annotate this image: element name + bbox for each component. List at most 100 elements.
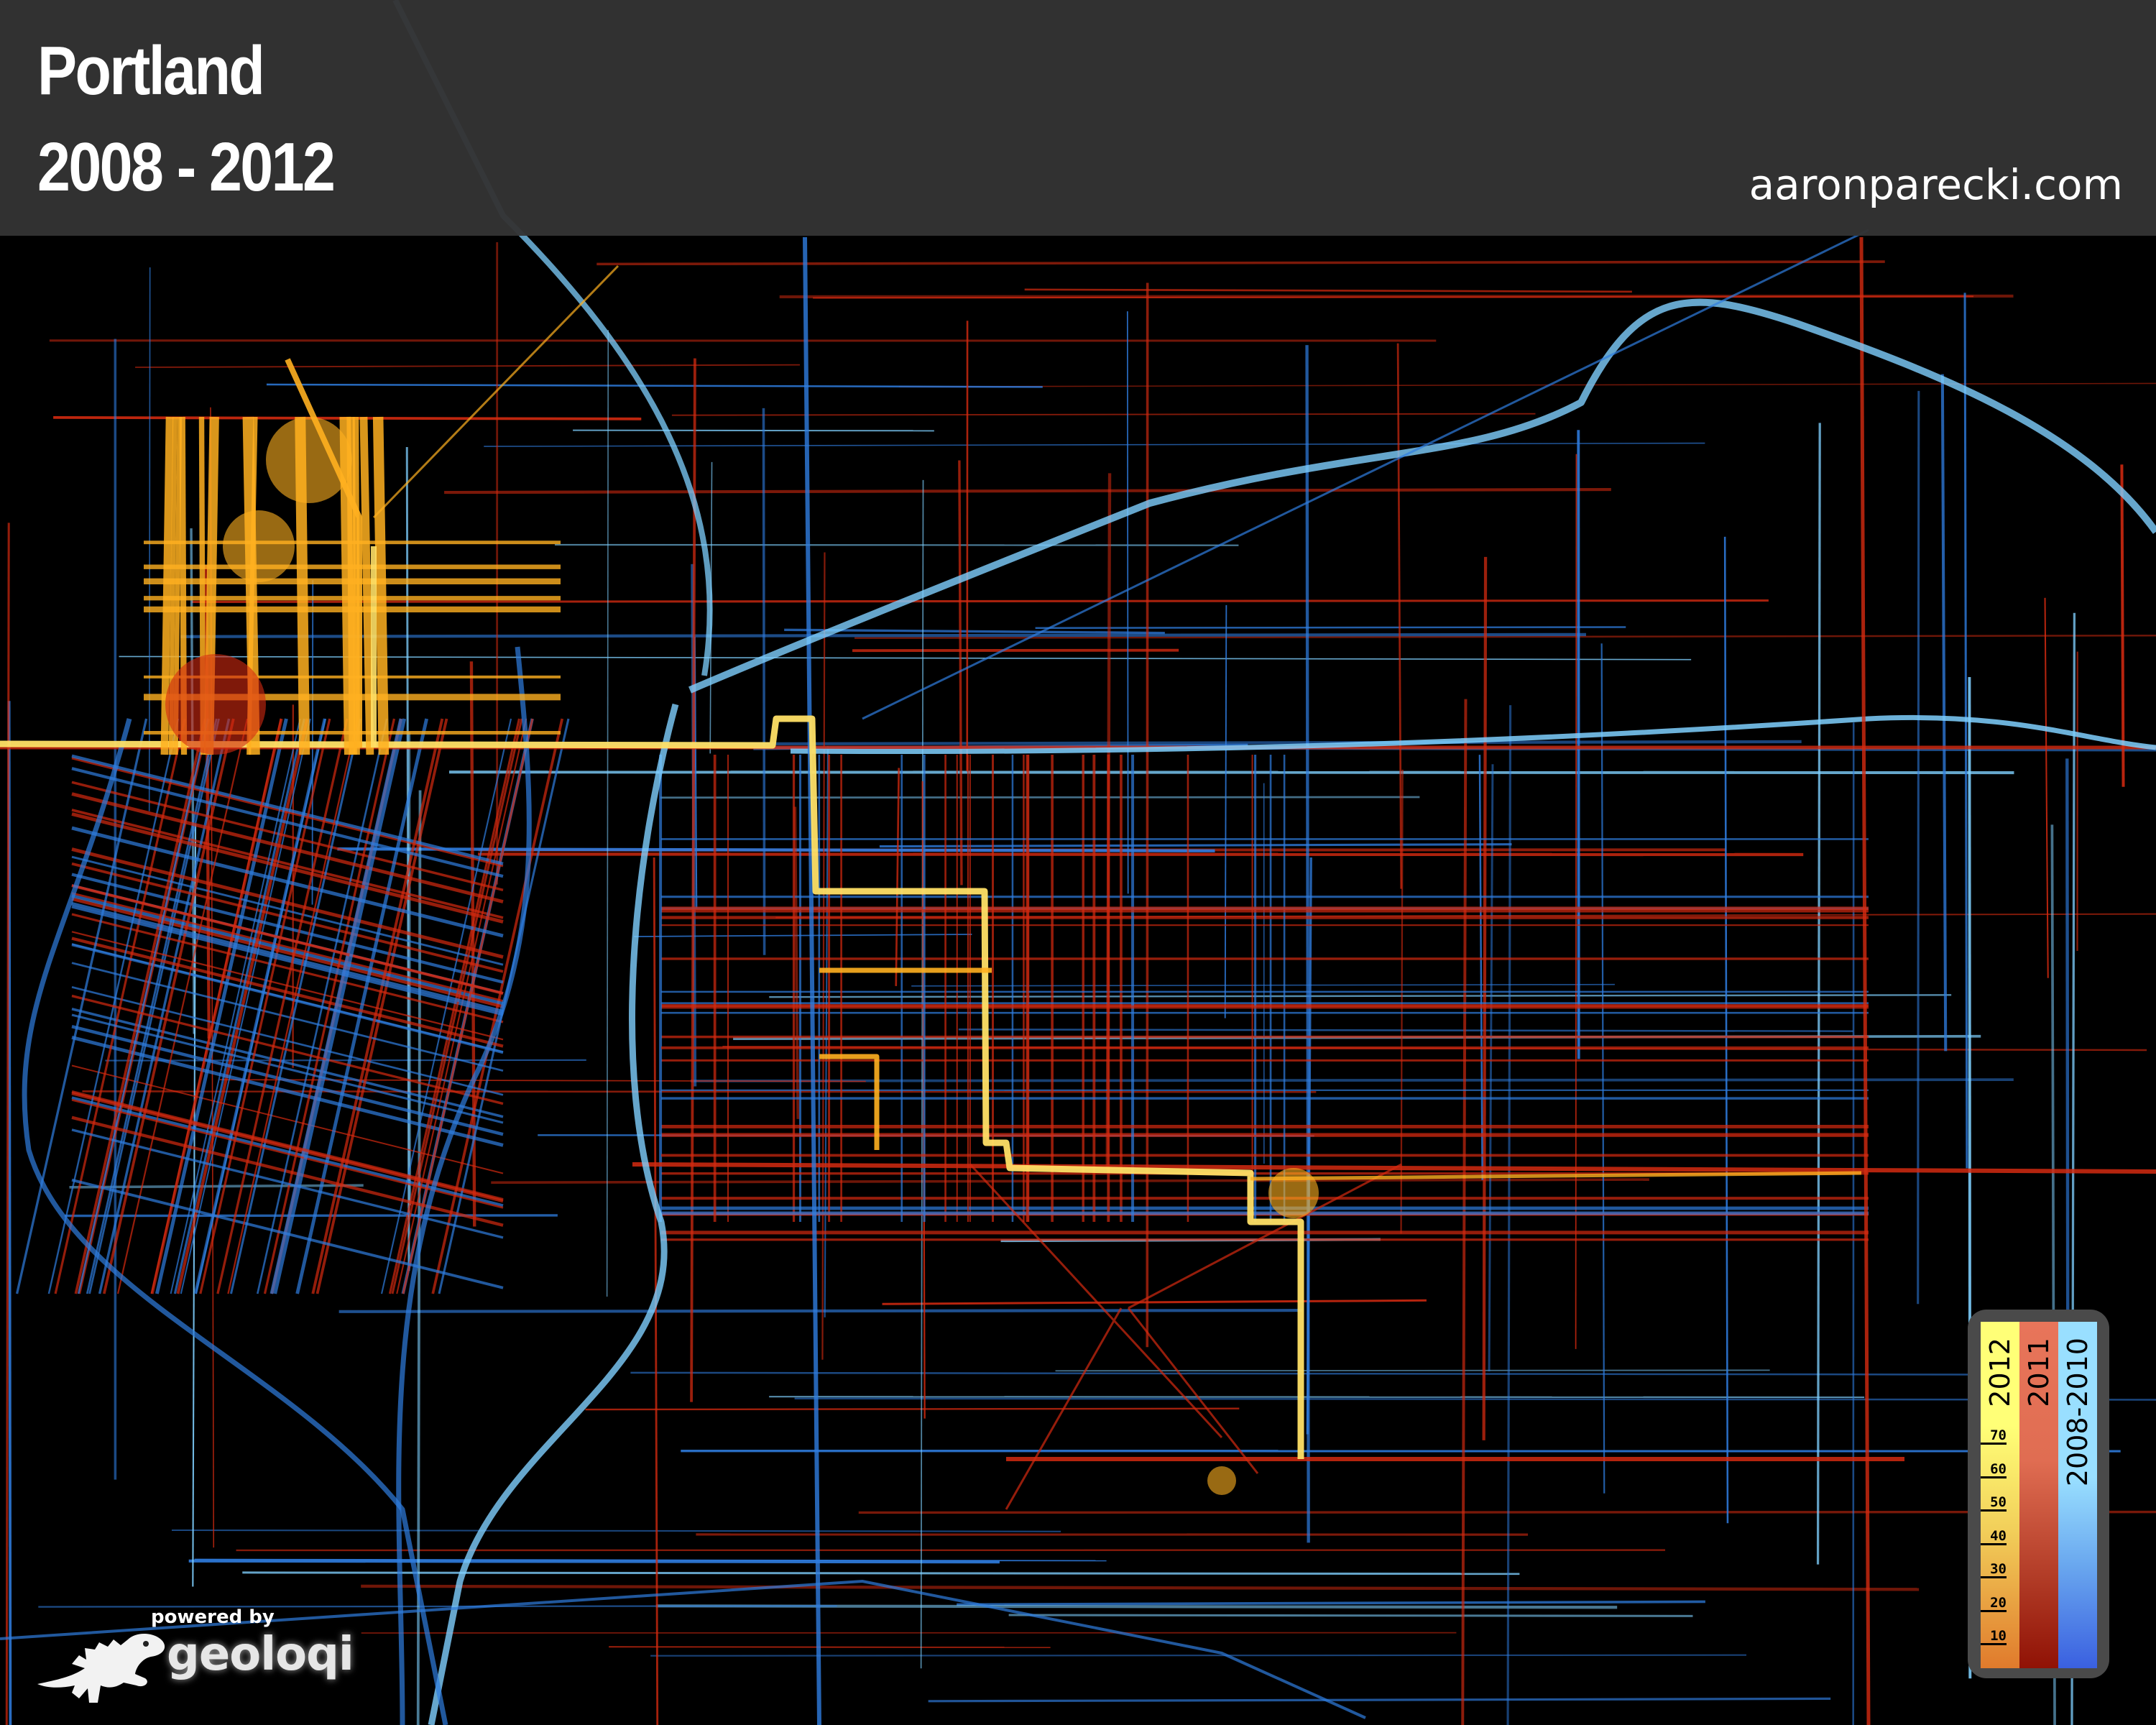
route-2012 — [819, 967, 992, 1150]
gps-track — [690, 358, 696, 1402]
gps-track — [898, 382, 2156, 387]
gps-track — [135, 364, 800, 368]
legend-tick: 70 — [1981, 1428, 2007, 1445]
header-banner: Portland 2008 - 2012 aaronparecki.com — [0, 0, 2156, 236]
gps-track — [71, 892, 504, 1002]
gps-track — [71, 1008, 504, 1118]
gps-track — [606, 330, 609, 1297]
gps-track — [1963, 293, 1968, 1169]
gps-track — [71, 905, 504, 1016]
geoloqi-dinosaur-logo-icon — [37, 1633, 165, 1703]
gps-track — [634, 934, 972, 937]
gps-track — [266, 383, 1043, 388]
arterial — [1859, 236, 1871, 1725]
gps-track — [7, 701, 12, 1725]
freeway — [22, 718, 448, 1725]
gps-track — [769, 994, 1952, 998]
gps-track — [71, 897, 504, 1008]
activity-cluster — [1268, 1168, 1319, 1218]
freeway — [688, 298, 2156, 694]
gps-track — [71, 792, 504, 903]
gps-track — [1024, 288, 1632, 293]
gps-track — [854, 634, 2156, 640]
gps-track — [793, 806, 800, 1119]
gps-track — [173, 718, 305, 1294]
gps-track — [190, 528, 195, 1034]
gps-track — [1575, 454, 1577, 1349]
gps-track — [449, 770, 2014, 775]
gps-track — [957, 1600, 1705, 1606]
gps-track — [1224, 604, 1227, 1018]
gps-track — [71, 937, 504, 1048]
site-link[interactable]: aaronparecki.com — [1749, 160, 2123, 209]
gps-track — [431, 718, 564, 1294]
gps-track — [650, 1654, 1747, 1657]
gps-track — [1600, 643, 1606, 1494]
gps-track — [295, 718, 429, 1294]
legend-bar-2011: 2011 — [2019, 1322, 2058, 1668]
gps-track — [405, 446, 410, 1271]
route-2012 — [0, 715, 1304, 1459]
freeway — [392, 0, 713, 676]
gps-track — [691, 1078, 2014, 1082]
gps-track — [270, 718, 403, 1294]
legend-tick: 10 — [1981, 1629, 2007, 1645]
gps-track — [82, 1090, 1317, 1093]
freeway — [428, 703, 679, 1725]
gps-track — [928, 1697, 1831, 1703]
gps-track — [74, 718, 207, 1294]
gps-track — [227, 718, 359, 1294]
gps-track — [1396, 343, 1403, 889]
gps-track — [191, 599, 1769, 603]
legend-bar-2012: 2012 70 60 50 40 30 20 10 — [1981, 1322, 2019, 1668]
gps-track — [273, 718, 407, 1294]
geoloqi-wordmark[interactable]: geoloqi — [167, 1628, 354, 1681]
gps-track — [380, 718, 512, 1294]
gps-track — [188, 1559, 1000, 1564]
legend-label-2008-2010: 2008-2010 — [2062, 1338, 2093, 1487]
gps-track — [71, 862, 504, 973]
legend-tick: 50 — [1981, 1495, 2007, 1512]
gps-track — [71, 943, 504, 1054]
gps-track — [15, 718, 148, 1294]
legend-tick: 20 — [1981, 1596, 2007, 1612]
powered-by-label: powered by — [151, 1606, 275, 1628]
gps-track — [484, 442, 1705, 447]
gps-track — [103, 718, 235, 1294]
gps-track — [69, 1184, 364, 1189]
gps-track — [1917, 390, 1920, 1305]
gps-track — [71, 902, 504, 1013]
diagonal — [969, 1163, 1402, 1510]
gps-track — [71, 809, 504, 919]
gps-track — [193, 718, 327, 1294]
arterial — [803, 236, 821, 1725]
freeway — [396, 646, 532, 1725]
gps-track — [71, 767, 504, 878]
gps-track — [813, 295, 1974, 299]
gps-track — [361, 1584, 1920, 1591]
gps-track — [256, 718, 388, 1294]
gps-track — [821, 552, 826, 1360]
gps-track — [1816, 423, 1821, 1565]
gps-track — [105, 1059, 586, 1062]
gps-track — [1852, 722, 1855, 1725]
gps-track — [1478, 755, 1483, 1180]
gps-track — [1940, 374, 1948, 1052]
gps-track — [71, 754, 504, 865]
gps-track — [596, 260, 1885, 266]
gps-track — [199, 718, 331, 1294]
gps-track — [71, 812, 504, 924]
route-2012 — [372, 416, 390, 755]
gps-track — [388, 718, 520, 1294]
gps-track — [71, 781, 504, 891]
gps-track — [1306, 857, 1312, 1435]
map-title: Portland — [37, 32, 265, 109]
legend: 2012 70 60 50 40 30 20 10 2011 2008-2010 — [1968, 1310, 2109, 1678]
gps-track — [824, 745, 829, 1317]
gps-track — [396, 718, 528, 1294]
route-2012 — [1250, 1171, 1862, 1181]
route-2012 — [359, 416, 374, 755]
gps-track — [2044, 597, 2049, 978]
